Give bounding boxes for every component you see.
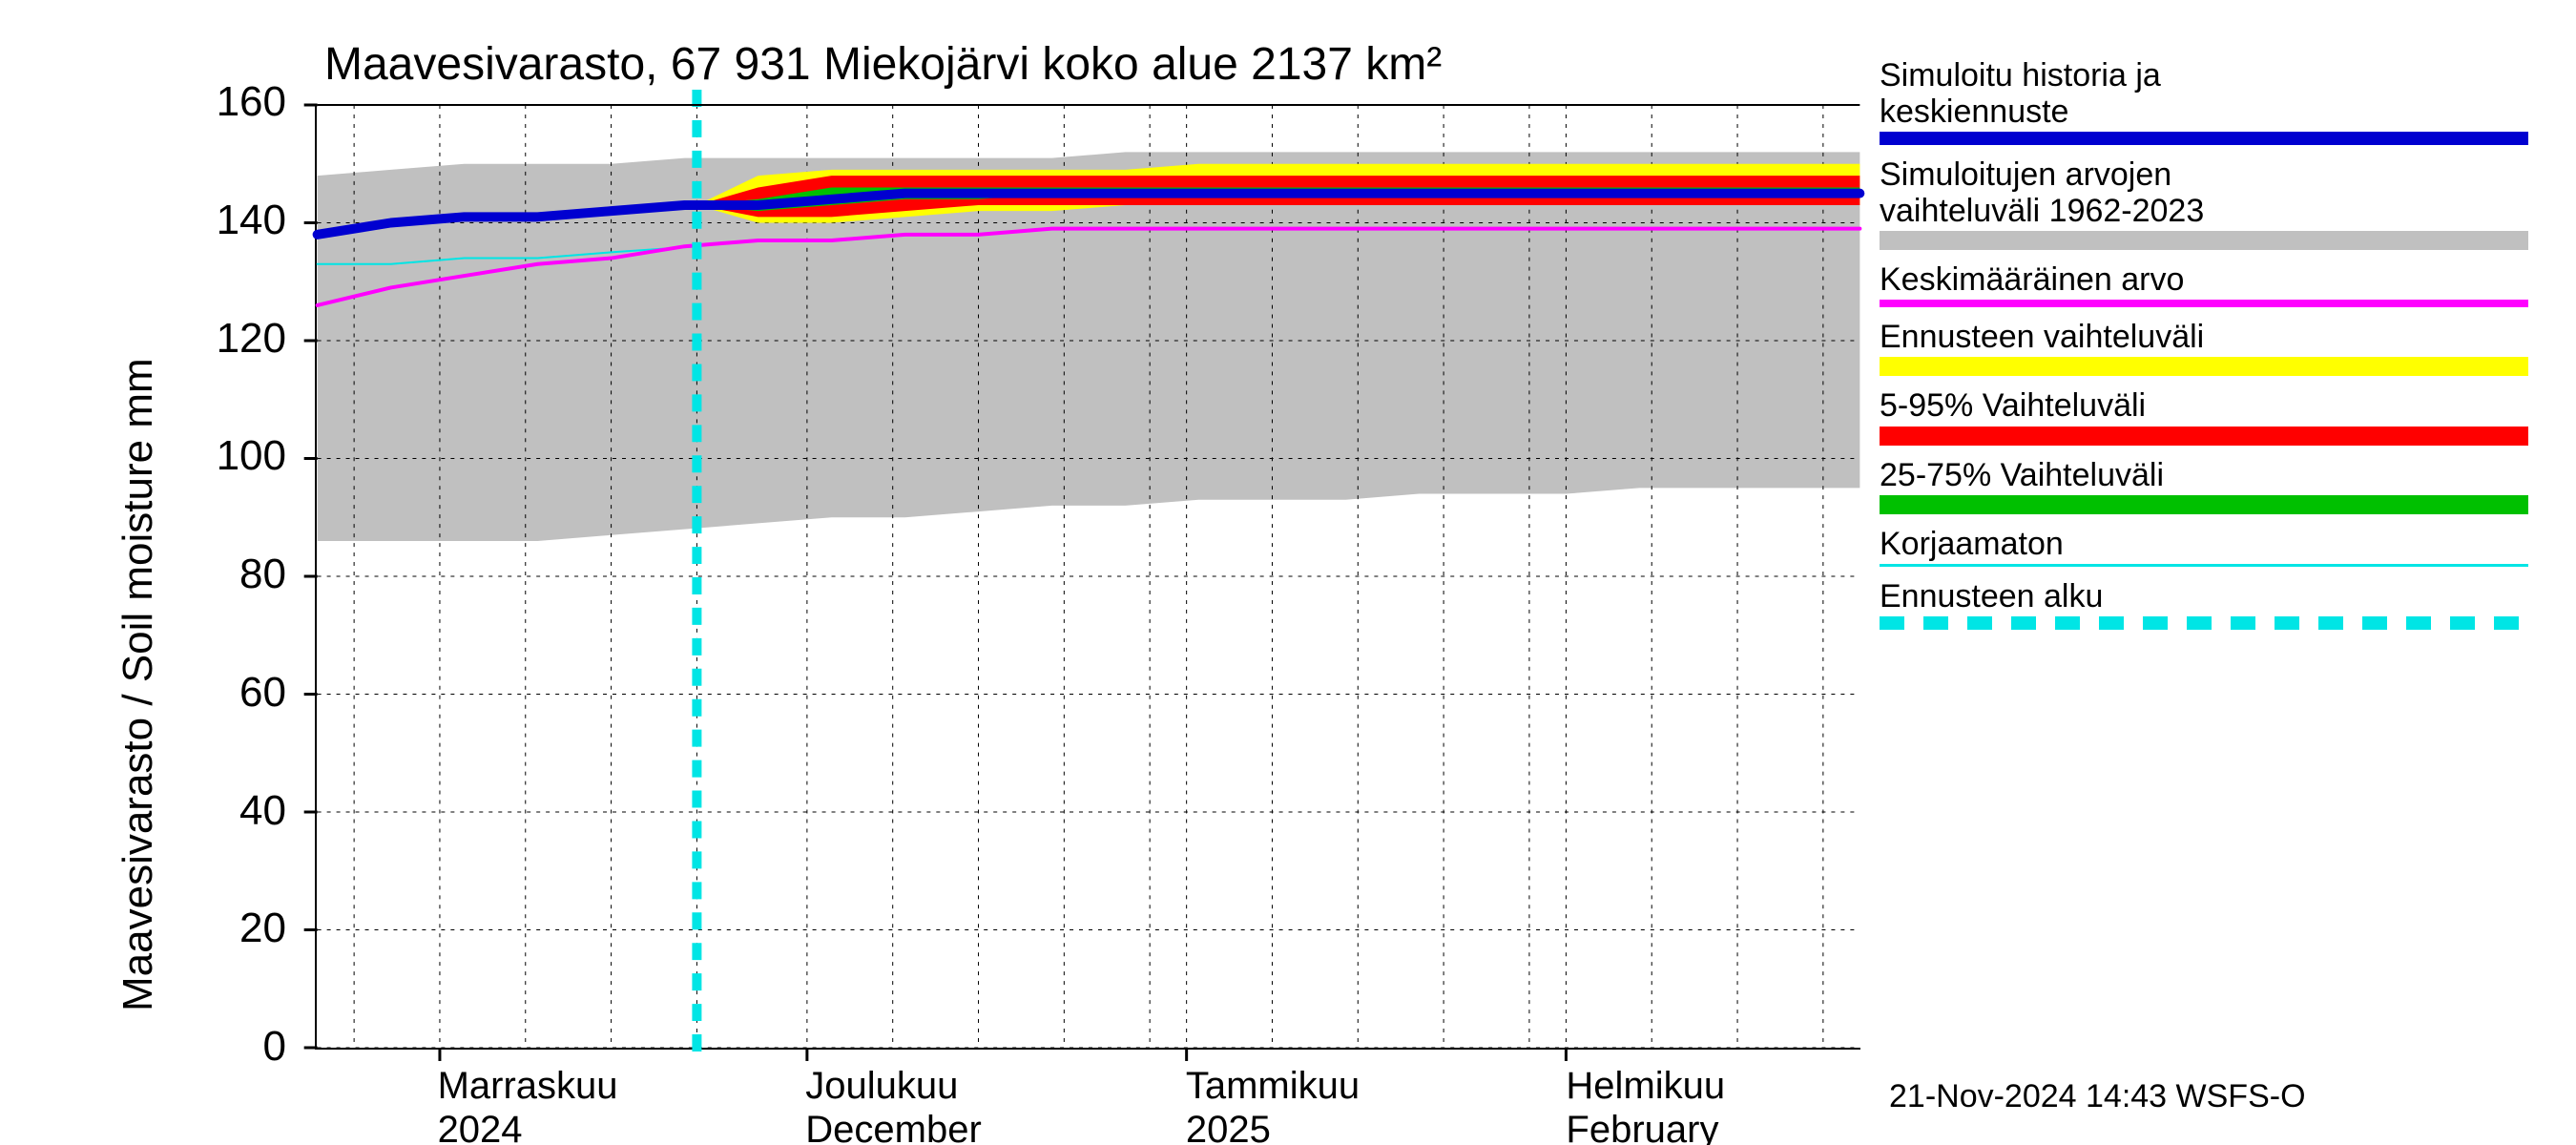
historical-band — [318, 152, 1860, 541]
y-tick: 160 — [0, 78, 286, 126]
plot-area — [315, 105, 1860, 1050]
legend-label: Korjaamaton — [1880, 526, 2547, 562]
x-tick-sub: 2025 — [1186, 1109, 1271, 1145]
legend-label: keskiennuste — [1880, 94, 2547, 130]
legend-entry: Ennusteen vaihteluväli — [1880, 319, 2547, 376]
y-tick: 0 — [0, 1023, 286, 1071]
legend-swatch — [1880, 564, 2528, 567]
x-tick-month: Helmikuu — [1566, 1065, 1725, 1108]
y-tick: 120 — [0, 315, 286, 363]
x-tick-sub: December — [805, 1109, 982, 1145]
x-tick-sub: February — [1566, 1109, 1718, 1145]
x-tick-sub: 2024 — [438, 1109, 523, 1145]
legend-label: Ennusteen vaihteluväli — [1880, 319, 2547, 355]
legend-entry: 5-95% Vaihteluväli — [1880, 387, 2547, 445]
y-tick: 20 — [0, 905, 286, 952]
y-tick: 60 — [0, 669, 286, 717]
legend-entry: Korjaamaton — [1880, 526, 2547, 567]
legend: Simuloitu historia jakeskiennusteSimuloi… — [1880, 57, 2547, 641]
y-tick: 100 — [0, 432, 286, 480]
legend-entry: Ennusteen alku — [1880, 578, 2547, 630]
legend-label: 5-95% Vaihteluväli — [1880, 387, 2547, 424]
legend-label: Keskimääräinen arvo — [1880, 261, 2547, 298]
legend-swatch — [1880, 495, 2528, 514]
legend-swatch — [1880, 616, 2528, 630]
chart-title: Maavesivarasto, 67 931 Miekojärvi koko a… — [324, 38, 1442, 91]
x-tick-month: Tammikuu — [1186, 1065, 1360, 1108]
legend-label: Simuloitujen arvojen — [1880, 156, 2547, 193]
chart-container: Maavesivarasto, 67 931 Miekojärvi koko a… — [0, 0, 2576, 1145]
legend-entry: Simuloitujen arvojenvaihteluväli 1962-20… — [1880, 156, 2547, 250]
x-tick-month: Joulukuu — [805, 1065, 958, 1108]
legend-swatch — [1880, 300, 2528, 307]
plot-svg — [317, 105, 1860, 1048]
legend-entry: Simuloitu historia jakeskiennuste — [1880, 57, 2547, 145]
y-tick: 140 — [0, 197, 286, 244]
legend-swatch — [1880, 231, 2528, 250]
legend-label: Simuloitu historia ja — [1880, 57, 2547, 94]
legend-label: Ennusteen alku — [1880, 578, 2547, 614]
legend-label: 25-75% Vaihteluväli — [1880, 457, 2547, 493]
legend-label: vaihteluväli 1962-2023 — [1880, 193, 2547, 229]
x-tick-month: Marraskuu — [438, 1065, 618, 1108]
legend-entry: 25-75% Vaihteluväli — [1880, 457, 2547, 514]
timestamp-label: 21-Nov-2024 14:43 WSFS-O — [1889, 1078, 2306, 1115]
legend-swatch — [1880, 132, 2528, 145]
legend-swatch — [1880, 427, 2528, 446]
legend-entry: Keskimääräinen arvo — [1880, 261, 2547, 307]
y-tick: 80 — [0, 551, 286, 598]
legend-swatch — [1880, 357, 2528, 376]
y-tick: 40 — [0, 787, 286, 835]
